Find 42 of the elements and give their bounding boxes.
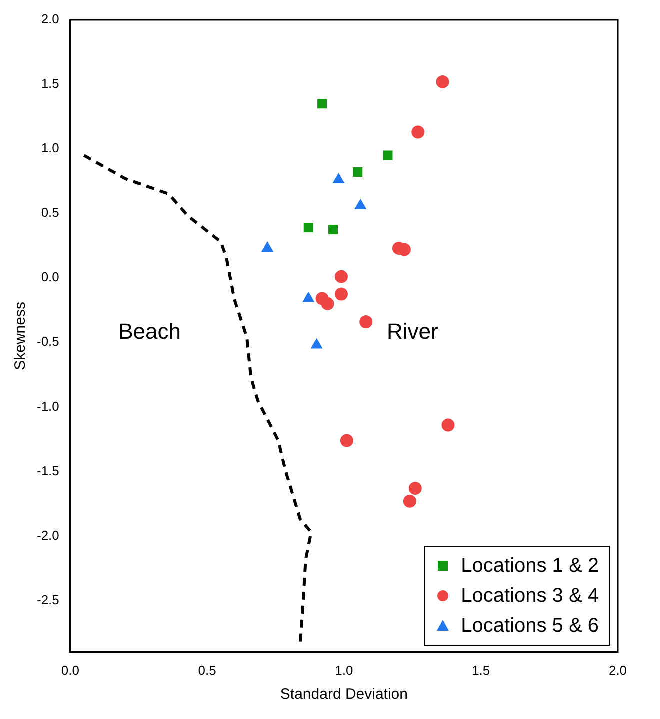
y-tick-label: -1.0 <box>36 398 60 414</box>
y-tick-label: 0.5 <box>41 205 60 220</box>
y-tick-label: -1.5 <box>36 463 60 478</box>
x-tick-label: 2.0 <box>608 662 628 678</box>
y-tick-label: 1.5 <box>41 76 60 92</box>
point <box>302 292 314 302</box>
point <box>383 150 393 160</box>
annotation: Beach <box>118 319 181 344</box>
point <box>442 418 455 432</box>
y-tick-label: 2.0 <box>41 12 60 27</box>
point <box>340 434 354 448</box>
x-tick-label: 0.5 <box>198 662 216 678</box>
x-tick-label: 1.0 <box>335 662 354 678</box>
point <box>360 316 373 329</box>
y-tick-label: 0.0 <box>41 270 60 285</box>
point <box>353 168 363 178</box>
legend-label: Locations 1 & 2 <box>461 554 599 579</box>
point <box>304 223 314 233</box>
x-tick-label: 1.5 <box>472 662 490 678</box>
point <box>321 297 334 310</box>
point <box>334 270 348 284</box>
point <box>333 174 344 184</box>
point <box>354 199 366 210</box>
point <box>436 75 450 88</box>
point <box>262 242 274 252</box>
point <box>408 482 422 495</box>
x-tick-label: 0.0 <box>61 662 80 678</box>
point <box>403 494 416 508</box>
annotation: River <box>386 319 438 344</box>
point <box>412 126 425 139</box>
point <box>328 224 338 234</box>
y-tick-label: 1.0 <box>41 140 60 156</box>
point <box>334 288 348 301</box>
y-axis-title: Skewness <box>12 302 30 370</box>
y-tick-label: -2.0 <box>36 528 60 543</box>
x-axis-title: Standard Deviation <box>280 686 408 704</box>
point <box>318 99 328 109</box>
y-tick-label: -2.5 <box>36 592 60 608</box>
y-tick-label: -0.5 <box>36 334 60 350</box>
point <box>311 338 323 349</box>
legend-label: Locations 5 & 6 <box>461 614 599 639</box>
legend-label: Locations 3 & 4 <box>461 584 599 609</box>
